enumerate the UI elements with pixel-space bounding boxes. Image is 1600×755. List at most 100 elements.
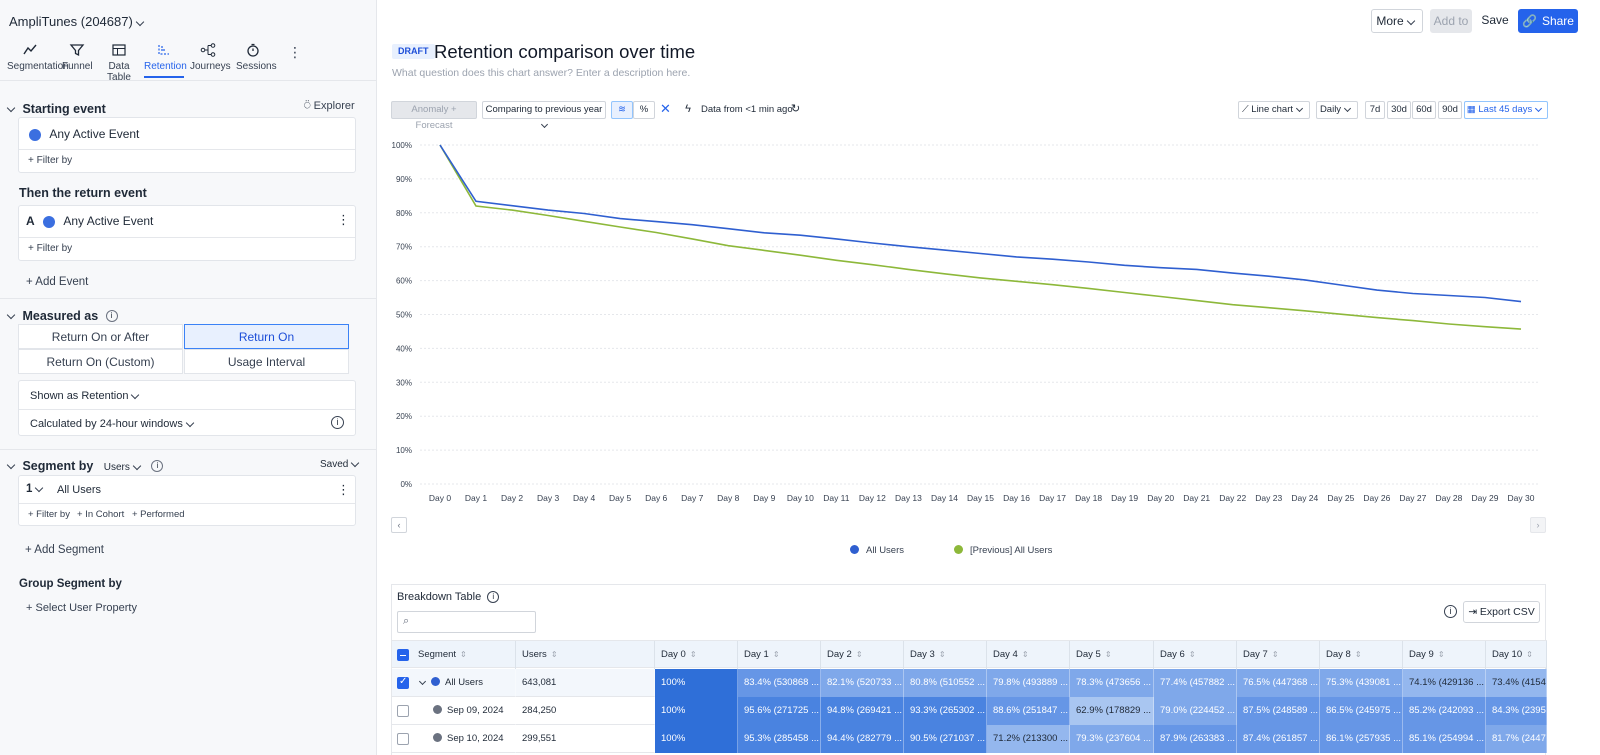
retention-cell[interactable]: 73.4% (41546	[1486, 669, 1547, 697]
add-segment-button[interactable]: + Add Segment	[25, 544, 104, 556]
retention-cell[interactable]: 86.5% (245975 ...	[1320, 697, 1403, 725]
segment-by-header[interactable]: Segment by Users i	[6, 457, 164, 475]
retention-cell[interactable]: 100%	[655, 697, 738, 725]
filter-by-link[interactable]: + Filter by	[28, 155, 73, 166]
explorer-button[interactable]: ⍥ Explorer	[304, 100, 355, 113]
starting-event-selector[interactable]: Any Active Event	[29, 127, 139, 141]
measure-option-return-on[interactable]: Return On	[184, 324, 349, 349]
range-7d[interactable]: 7d	[1365, 101, 1385, 119]
measure-option-usage-interval[interactable]: Usage Interval	[184, 349, 349, 374]
measure-option-return-on-custom[interactable]: Return On (Custom)	[18, 349, 183, 374]
segment-number-dropdown[interactable]: 1	[26, 483, 46, 495]
retention-cell[interactable]: 100%	[655, 725, 738, 753]
scroll-right-button[interactable]: ›	[1530, 517, 1546, 533]
retention-cell[interactable]: 87.5% (248589 ...	[1237, 697, 1320, 725]
table-row[interactable]: Sep 10, 2024 299,551 100% 95.3% (285458 ...…	[392, 725, 1547, 753]
info-icon[interactable]: i	[487, 591, 500, 604]
saved-segments-dropdown[interactable]: Saved	[320, 459, 362, 470]
retention-cell[interactable]: 83.4% (530868 ...	[738, 669, 821, 697]
date-range-dropdown[interactable]: ▦ Last 45 days	[1464, 101, 1548, 119]
more-dots-icon[interactable]: ⋮	[288, 44, 302, 60]
retention-cell[interactable]: 75.3% (439081 ...	[1320, 669, 1403, 697]
tab-funnel[interactable]: Funnel	[62, 42, 93, 78]
in-cohort-link[interactable]: + In Cohort	[77, 509, 125, 520]
row-checkbox[interactable]	[397, 705, 409, 717]
retention-cell[interactable]: 79.0% (224452 ...	[1154, 697, 1237, 725]
close-icon[interactable]: ✕	[660, 101, 671, 116]
shown-as-dropdown[interactable]: Shown as Retention	[30, 390, 142, 402]
table-row[interactable]: ✓ All Users 643,081 100% 83.4% (530868 ... 82…	[392, 669, 1547, 697]
retention-cell[interactable]: 84.3% (23952	[1486, 697, 1547, 725]
column-header-day-2[interactable]: Day 2 ⇕	[821, 641, 904, 669]
tab-retention[interactable]: Retention	[144, 42, 187, 78]
retention-cell[interactable]: 87.4% (261857 ...	[1237, 725, 1320, 753]
chart-description[interactable]: What question does this chart answer? En…	[392, 67, 691, 79]
retention-cell[interactable]: 95.6% (271725 ...	[738, 697, 821, 725]
row-checkbox[interactable]: ✓	[397, 676, 409, 689]
row-checkbox[interactable]	[397, 733, 409, 745]
retention-cell[interactable]: 76.5% (447368 ...	[1237, 669, 1320, 697]
retention-cell[interactable]: 74.1% (429136 ...	[1403, 669, 1486, 697]
column-header-segment[interactable]: Segment ⇕	[412, 641, 516, 669]
interval-dropdown[interactable]: Daily	[1316, 101, 1358, 119]
table-search-input[interactable]: ⌕	[397, 611, 536, 633]
filter-by-link[interactable]: + Filter by	[28, 243, 73, 254]
column-header-day-9[interactable]: Day 9 ⇕	[1403, 641, 1486, 669]
project-selector[interactable]: AmpliTunes (204687)	[9, 14, 147, 29]
retention-cell[interactable]: 78.3% (473656 ...	[1070, 669, 1154, 697]
retention-cell[interactable]: 62.9% (178829 ...	[1070, 697, 1154, 725]
event-options-icon[interactable]: ⋮	[337, 212, 350, 227]
tab-sessions[interactable]: Sessions	[236, 42, 277, 78]
select-user-property-button[interactable]: + Select User Property	[26, 602, 137, 614]
share-button[interactable]: 🔗 Share	[1518, 9, 1578, 33]
range-30d[interactable]: 30d	[1387, 101, 1411, 119]
retention-cell[interactable]: 85.2% (242093 ...	[1403, 697, 1486, 725]
add-event-button[interactable]: + Add Event	[26, 276, 89, 288]
add-to-button[interactable]: Add to	[1430, 9, 1472, 33]
retention-cell[interactable]: 86.1% (257935 ...	[1320, 725, 1403, 753]
retention-cell[interactable]: 90.5% (271037 ...	[904, 725, 987, 753]
compare-lines-icon[interactable]: ≋	[611, 101, 633, 119]
column-header-day-4[interactable]: Day 4 ⇕	[987, 641, 1070, 669]
retention-cell[interactable]: 88.6% (251847 ...	[987, 697, 1070, 725]
retention-cell[interactable]: 82.1% (520733 ...	[821, 669, 904, 697]
scroll-left-button[interactable]: ‹	[391, 517, 407, 533]
retention-cell[interactable]: 93.3% (265302 ...	[904, 697, 987, 725]
legend-item[interactable]: [Previous] All Users	[954, 545, 1052, 556]
chart-title[interactable]: Retention comparison over time	[434, 41, 696, 62]
column-header-day-5[interactable]: Day 5 ⇕	[1070, 641, 1154, 669]
retention-cell[interactable]: 71.2% (213300 ...	[987, 725, 1070, 753]
column-header-users[interactable]: Users ⇕	[516, 641, 655, 669]
export-csv-button[interactable]: ⇥ Export CSV	[1463, 601, 1540, 623]
measured-as-header[interactable]: Measured as i	[6, 307, 118, 325]
retention-cell[interactable]: 80.8% (510552 ...	[904, 669, 987, 697]
retention-cell[interactable]: 94.4% (282779 ...	[821, 725, 904, 753]
info-icon[interactable]: i	[151, 459, 164, 472]
save-button[interactable]: Save	[1478, 9, 1512, 33]
segment-options-icon[interactable]: ⋮	[337, 482, 350, 497]
comparison-dropdown[interactable]: Comparing to previous year	[482, 101, 606, 129]
filter-by-link[interactable]: + Filter by	[28, 509, 70, 520]
column-header-day-8[interactable]: Day 8 ⇕	[1320, 641, 1403, 669]
expand-chevron-icon[interactable]	[418, 677, 427, 686]
starting-event-header[interactable]: Starting event	[6, 100, 106, 118]
column-header-day-7[interactable]: Day 7 ⇕	[1237, 641, 1320, 669]
info-icon[interactable]: i	[1444, 605, 1457, 618]
more-button[interactable]: More	[1371, 9, 1423, 33]
segment-name[interactable]: All Users	[57, 484, 102, 496]
table-row[interactable]: Sep 09, 2024 284,250 100% 95.6% (271725 ...…	[392, 697, 1547, 725]
column-header-day-1[interactable]: Day 1 ⇕	[738, 641, 821, 669]
info-icon[interactable]: i	[105, 309, 118, 322]
column-header-day-0[interactable]: Day 0 ⇕	[655, 641, 738, 669]
series-line-all-users[interactable]	[439, 144, 1522, 303]
refresh-icon[interactable]: ↻	[791, 103, 801, 115]
retention-cell[interactable]: 85.1% (254994 ...	[1403, 725, 1486, 753]
select-all-checkbox[interactable]	[397, 649, 409, 661]
retention-cell[interactable]: 94.8% (269421 ...	[821, 697, 904, 725]
range-90d[interactable]: 90d	[1438, 101, 1462, 119]
measure-option-return-on-or-after[interactable]: Return On or After	[18, 324, 183, 349]
chart-type-dropdown[interactable]: ⟋ Line chart	[1238, 101, 1310, 119]
retention-cell[interactable]: 79.3% (237604 ...	[1070, 725, 1154, 753]
retention-cell[interactable]: 87.9% (263383 ...	[1154, 725, 1237, 753]
anomaly-forecast-button[interactable]: Anomaly + Forecast	[391, 101, 477, 131]
